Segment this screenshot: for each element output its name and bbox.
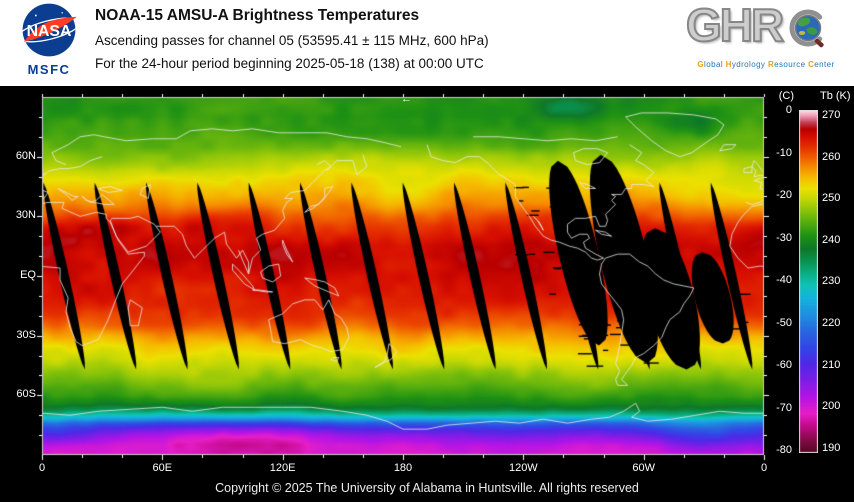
colorbar-kelvin-tick: 230 [822, 275, 841, 288]
header: NASA MSFC NOAA-15 AMSU-A Brightness Temp… [0, 0, 854, 86]
lat-axis-label: 60S [16, 388, 36, 401]
colorbar-kelvin-tick: 270 [822, 109, 841, 121]
page-subtitle-channel: Ascending passes for channel 05 (53595.4… [95, 33, 489, 48]
colorbar-kelvin-tick: 240 [822, 233, 841, 246]
colorbar-kelvin-tick: 200 [822, 400, 841, 413]
lat-axis-label: EQ [20, 269, 36, 281]
ghrc-tagline: Global Hydrology Resource Center [697, 60, 835, 69]
colorbar-celsius-tick: -40 [776, 274, 792, 286]
lon-axis-label: 120W [508, 462, 538, 474]
nasa-logo: NASA MSFC [12, 2, 86, 77]
title-block: NOAA-15 AMSU-A Brightness Temperatures A… [95, 7, 489, 71]
nasa-insignia-icon: NASA [17, 3, 81, 57]
map-start-marker: ← [401, 93, 412, 105]
ghrc-globe-icon [789, 9, 824, 48]
colorbar-celsius-tick: -10 [776, 146, 792, 159]
ghrc-logo: GHR Global Hydrology Resource Center [684, 0, 848, 84]
lat-axis-label: 60N [15, 149, 36, 162]
nasa-center-label: MSFC [27, 62, 71, 77]
colorbar-celsius-tick: -60 [776, 359, 792, 371]
colorbar-celsius-tick: -20 [776, 189, 792, 201]
lon-axis-label: 0 [38, 462, 46, 474]
lon-axis-label: 60E [152, 462, 173, 474]
ghrc-logo-letters: GHR [685, 0, 785, 52]
colorbar-celsius-tick: -30 [776, 231, 792, 244]
page-title: NOAA-15 AMSU-A Brightness Temperatures [95, 7, 420, 24]
colorbar-celsius-tick: 0 [785, 104, 792, 116]
lon-axis-label: 120E [269, 462, 296, 474]
lon-axis-label: 0 [760, 462, 768, 474]
colorbar-celsius-tick: -80 [776, 444, 792, 456]
lat-axis-label: 30N [15, 209, 36, 222]
map-canvas [34, 89, 772, 463]
colorbar-unit-kelvin: Tb (K) [820, 90, 851, 102]
colorbar-kelvin-tick: 250 [822, 192, 841, 205]
colorbar-celsius-tick: -50 [776, 316, 792, 329]
footer-copyright: Copyright © 2025 The University of Alaba… [215, 481, 639, 495]
lon-axis-label: 60W [632, 462, 655, 474]
lat-axis-label: 30S [16, 328, 36, 341]
colorbar-kelvin-tick: 220 [822, 317, 841, 329]
colorbar-celsius-tick: -70 [776, 401, 792, 414]
colorbar-kelvin-tick: 190 [822, 441, 841, 454]
colorbar-kelvin-tick: 260 [822, 150, 841, 163]
nasa-insignia-text: NASA [27, 23, 72, 40]
page-subtitle-period: For the 24-hour period beginning 2025-05… [95, 56, 484, 71]
colorbar-unit-celsius: (C) [778, 90, 794, 102]
colorbar [799, 110, 818, 453]
lon-axis-label: 180 [393, 462, 413, 474]
colorbar-kelvin-tick: 210 [822, 358, 841, 371]
